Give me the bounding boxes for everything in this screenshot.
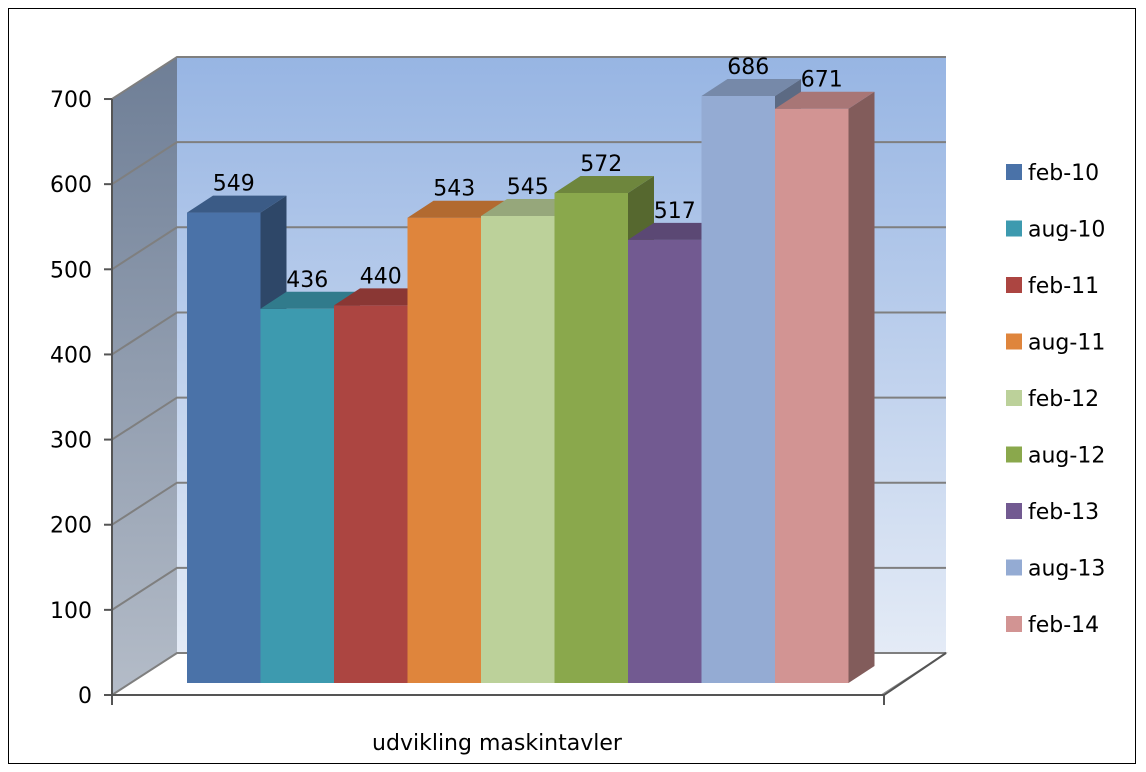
y-tick-labels: 0 100 200 300 400 500 600 700 [50, 88, 92, 709]
legend-item-aug-10: aug-10 [1006, 218, 1105, 243]
bar-top [407, 200, 507, 218]
bar-top [701, 78, 801, 96]
legend-label: feb-11 [1028, 274, 1099, 299]
data-label-feb-11: 440 [360, 264, 402, 289]
legend-item-aug-11: aug-11 [1006, 331, 1105, 356]
bar-front [628, 239, 702, 683]
data-labels: 549 436 440 543 545 572 517 686 671 [213, 55, 843, 293]
legend-swatch [1006, 503, 1022, 519]
data-label-feb-10: 549 [213, 172, 255, 197]
legend-swatch [1006, 164, 1022, 180]
data-label-aug-11: 543 [433, 177, 475, 202]
data-label-aug-12: 572 [580, 152, 622, 177]
data-label-aug-10: 436 [286, 268, 328, 293]
legend-item-feb-14: feb-14 [1006, 613, 1099, 638]
legend-swatch [1006, 390, 1022, 406]
bar-front [334, 305, 408, 683]
bar-feb-14 [775, 91, 875, 684]
axes [104, 98, 947, 705]
legend-label: aug-13 [1028, 557, 1105, 582]
legend-label: aug-12 [1028, 444, 1105, 469]
bar-top [260, 291, 360, 309]
legend-item-aug-12: aug-12 [1006, 444, 1105, 469]
data-label-feb-12: 545 [507, 175, 549, 200]
legend-swatch [1006, 277, 1022, 293]
legend-swatch [1006, 559, 1022, 576]
legend-swatch [1006, 616, 1022, 632]
data-label-feb-14: 671 [801, 68, 843, 93]
bar-top [187, 195, 287, 213]
category-labels: udvikling maskintavler [372, 731, 623, 756]
bar-top [775, 91, 875, 109]
legend-label: feb-12 [1028, 387, 1099, 412]
legend-item-feb-10: feb-10 [1006, 161, 1099, 186]
bar-front [554, 192, 628, 683]
legend-item-aug-13: aug-13 [1006, 557, 1105, 582]
legend-label: aug-10 [1028, 218, 1105, 243]
side-wall [112, 57, 177, 695]
legend-swatch [1006, 220, 1022, 237]
legend-label: aug-11 [1028, 331, 1105, 356]
bar-front [775, 108, 849, 684]
legend-swatch [1006, 446, 1022, 463]
bar-front [701, 95, 775, 684]
legend-label: feb-10 [1028, 161, 1099, 186]
y-tick-label: 500 [50, 258, 92, 283]
y-tick-label: 300 [50, 429, 92, 454]
legend-item-feb-13: feb-13 [1006, 500, 1099, 525]
legend-label: feb-13 [1028, 500, 1099, 525]
legend: feb-10 aug-10 feb-11 aug-11 feb-12 aug-12 feb-… [1006, 161, 1105, 638]
gridline [111, 56, 946, 100]
data-label-feb-13: 517 [654, 199, 696, 224]
bar-front [407, 217, 481, 683]
legend-label: feb-14 [1028, 613, 1099, 638]
y-tick-label: 0 [78, 684, 92, 709]
bar-front [481, 215, 555, 683]
y-tick-label: 100 [50, 599, 92, 624]
bar-top [554, 175, 654, 193]
bar-side [848, 91, 875, 684]
bar-front [260, 308, 334, 683]
legend-item-feb-11: feb-11 [1006, 274, 1099, 299]
bar-front [187, 212, 261, 683]
y-tick-label: 200 [50, 514, 92, 539]
legend-item-feb-12: feb-12 [1006, 387, 1099, 412]
y-tick-label: 700 [50, 88, 92, 113]
legend-swatch [1006, 333, 1022, 350]
gridline [111, 141, 946, 185]
y-tick-label: 600 [50, 173, 92, 198]
x-axis-depth [883, 652, 947, 696]
bars [187, 78, 875, 684]
data-label-aug-13: 686 [727, 55, 769, 80]
y-tick-label: 400 [50, 343, 92, 368]
category-label: udvikling maskintavler [372, 731, 623, 756]
